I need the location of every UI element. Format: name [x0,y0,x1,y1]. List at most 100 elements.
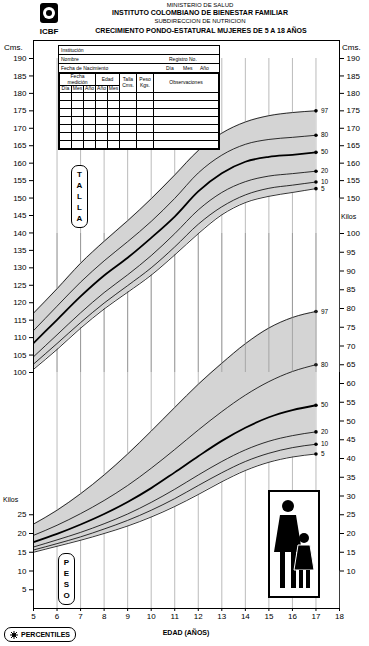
svg-text:190: 190 [347,54,361,63]
svg-text:97: 97 [321,107,329,114]
html-text:Cms.: Cms. [4,43,23,52]
svg-text:5: 5 [321,185,325,192]
svg-text:13: 13 [217,612,226,621]
html-text:Edad: Edad [101,75,114,82]
svg-text:20: 20 [321,167,329,174]
svg-text:12: 12 [194,612,203,621]
svg-text:15: 15 [18,548,27,557]
svg-text:85: 85 [347,285,356,294]
svg-text:16: 16 [288,612,297,621]
html-text:CRECIMIENTO PONDO-ESTATURAL MU: CRECIMIENTO PONDO-ESTATURAL MUJERES DE 5… [95,27,307,34]
html-text:Cms.: Cms. [342,43,361,52]
svg-text:80: 80 [321,131,329,138]
svg-text:75: 75 [347,323,356,332]
html-text:A: A [76,214,83,223]
svg-text:7: 7 [78,612,83,621]
svg-text:80: 80 [321,361,329,368]
html-text:INSTITUTO COLOMBIANO DE BIENES: INSTITUTO COLOMBIANO DE BIENESTAR FAMILI… [112,9,288,16]
svg-text:170: 170 [13,124,27,133]
html-text:Kilos: Kilos [3,496,19,503]
svg-text:175: 175 [13,106,27,115]
svg-text:50: 50 [321,401,329,408]
svg-text:90: 90 [347,267,356,276]
svg-text:30: 30 [347,492,356,501]
svg-text:185: 185 [13,72,27,81]
svg-text:45: 45 [347,435,356,444]
svg-text:190: 190 [13,54,27,63]
svg-text:10: 10 [147,612,156,621]
svg-text:185: 185 [347,72,361,81]
svg-text:9: 9 [125,612,130,621]
html-text:Kilos: Kilos [341,213,357,220]
svg-text:115: 115 [14,316,27,325]
svg-text:40: 40 [347,454,356,463]
svg-text:55: 55 [347,398,356,407]
svg-text:100: 100 [13,368,27,377]
svg-text:150: 150 [13,194,27,203]
svg-text:125: 125 [13,281,27,290]
svg-text:14: 14 [241,612,250,621]
svg-text:10: 10 [321,440,329,447]
svg-text:20: 20 [347,529,356,538]
svg-text:18: 18 [335,612,344,621]
svg-text:10: 10 [321,178,329,185]
svg-text:17: 17 [312,612,321,621]
svg-text:160: 160 [13,159,27,168]
svg-text:6: 6 [55,612,60,621]
svg-text:65: 65 [347,360,356,369]
html-text:O: O [63,591,70,600]
svg-text:5: 5 [321,450,325,457]
html-text:P: P [63,558,70,567]
html-text:Fecha medición: Fecha medición [67,73,88,85]
html-text:E: E [63,569,70,578]
svg-text:120: 120 [13,298,27,307]
html-text:PERCENTILES: PERCENTILES [21,631,70,638]
svg-text:180: 180 [347,89,361,98]
svg-text:150: 150 [347,194,361,203]
svg-text:155: 155 [347,176,361,185]
svg-text:170: 170 [347,124,361,133]
html-text:EDAD (AÑOS): EDAD (AÑOS) [162,629,210,636]
svg-text:ICBF: ICBF [40,27,59,36]
svg-text:100: 100 [347,229,361,238]
html-text:S: S [63,580,70,589]
svg-text:145: 145 [13,211,27,220]
html-text:Talla Cms.: Talla Cms. [122,76,134,88]
svg-text:165: 165 [347,141,361,150]
svg-text:35: 35 [347,473,356,482]
svg-text:11: 11 [171,612,180,621]
svg-text:25: 25 [347,510,356,519]
svg-text:10: 10 [18,567,27,576]
svg-text:50: 50 [321,148,329,155]
svg-text:175: 175 [347,106,361,115]
html-text:MINISTERIO DE SALUD: MINISTERIO DE SALUD [166,2,234,8]
svg-text:60: 60 [347,379,356,388]
svg-text:20: 20 [18,529,27,538]
svg-text:110: 110 [14,333,27,342]
svg-text:70: 70 [347,342,356,351]
html-text:Peso Kgs.: Peso Kgs. [139,76,151,88]
html-text:A: A [76,181,83,190]
svg-text:105: 105 [13,351,27,360]
svg-text:165: 165 [13,141,27,150]
svg-text:25: 25 [18,510,27,519]
svg-text:15: 15 [347,548,356,557]
svg-text:5: 5 [22,585,27,594]
svg-text:20: 20 [321,428,329,435]
svg-text:50: 50 [347,417,356,426]
svg-text:80: 80 [347,304,356,313]
svg-text:15: 15 [264,612,273,621]
svg-text:180: 180 [13,89,27,98]
svg-text:140: 140 [13,229,27,238]
svg-text:97: 97 [321,308,329,315]
svg-text:8: 8 [102,612,107,621]
svg-text:95: 95 [347,248,356,257]
svg-text:10: 10 [347,567,356,576]
svg-text:5: 5 [31,612,36,621]
svg-text:155: 155 [13,176,27,185]
svg-text:130: 130 [13,263,27,272]
svg-text:160: 160 [347,159,361,168]
svg-text:135: 135 [13,246,27,255]
html-text:SUBDIRECCION DE NUTRICION: SUBDIRECCION DE NUTRICION [154,18,246,24]
html-text:Institución: Institución [61,47,84,53]
